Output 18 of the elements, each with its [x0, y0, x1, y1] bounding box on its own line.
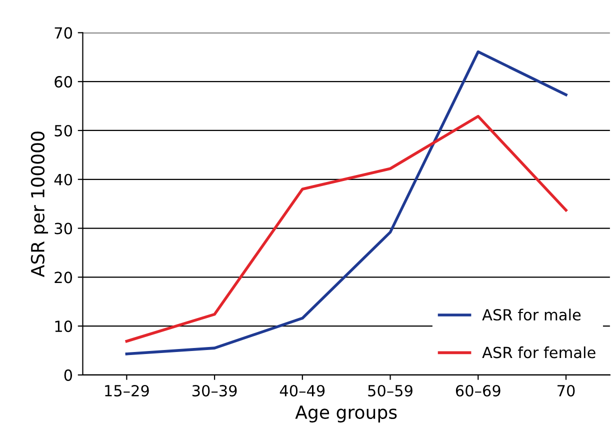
- x-tick-label: 15–29: [105, 384, 149, 397]
- y-tick-label: 10: [55, 320, 72, 332]
- x-axis-title: Age groups: [295, 406, 397, 422]
- y-axis-title: ASR per 100000: [30, 132, 48, 278]
- x-tick-label: 50–59: [368, 384, 412, 397]
- legend-label: ASR for male: [482, 308, 581, 321]
- y-tick-label: 30: [54, 222, 72, 234]
- x-tick-label: 30–39: [192, 384, 237, 397]
- x-tick-label: 40–49: [280, 384, 325, 397]
- y-tick-label: 40: [54, 174, 72, 186]
- y-tick-label: 70: [54, 27, 72, 39]
- x-tick-label: 60–69: [456, 384, 500, 397]
- legend-label: ASR for female: [482, 346, 596, 358]
- x-tick-label: 70: [558, 384, 575, 397]
- y-tick-label: 0: [64, 369, 72, 381]
- y-tick-label: 50: [54, 124, 72, 137]
- y-tick-label: 60: [54, 76, 72, 88]
- y-tick-label: 20: [54, 272, 72, 284]
